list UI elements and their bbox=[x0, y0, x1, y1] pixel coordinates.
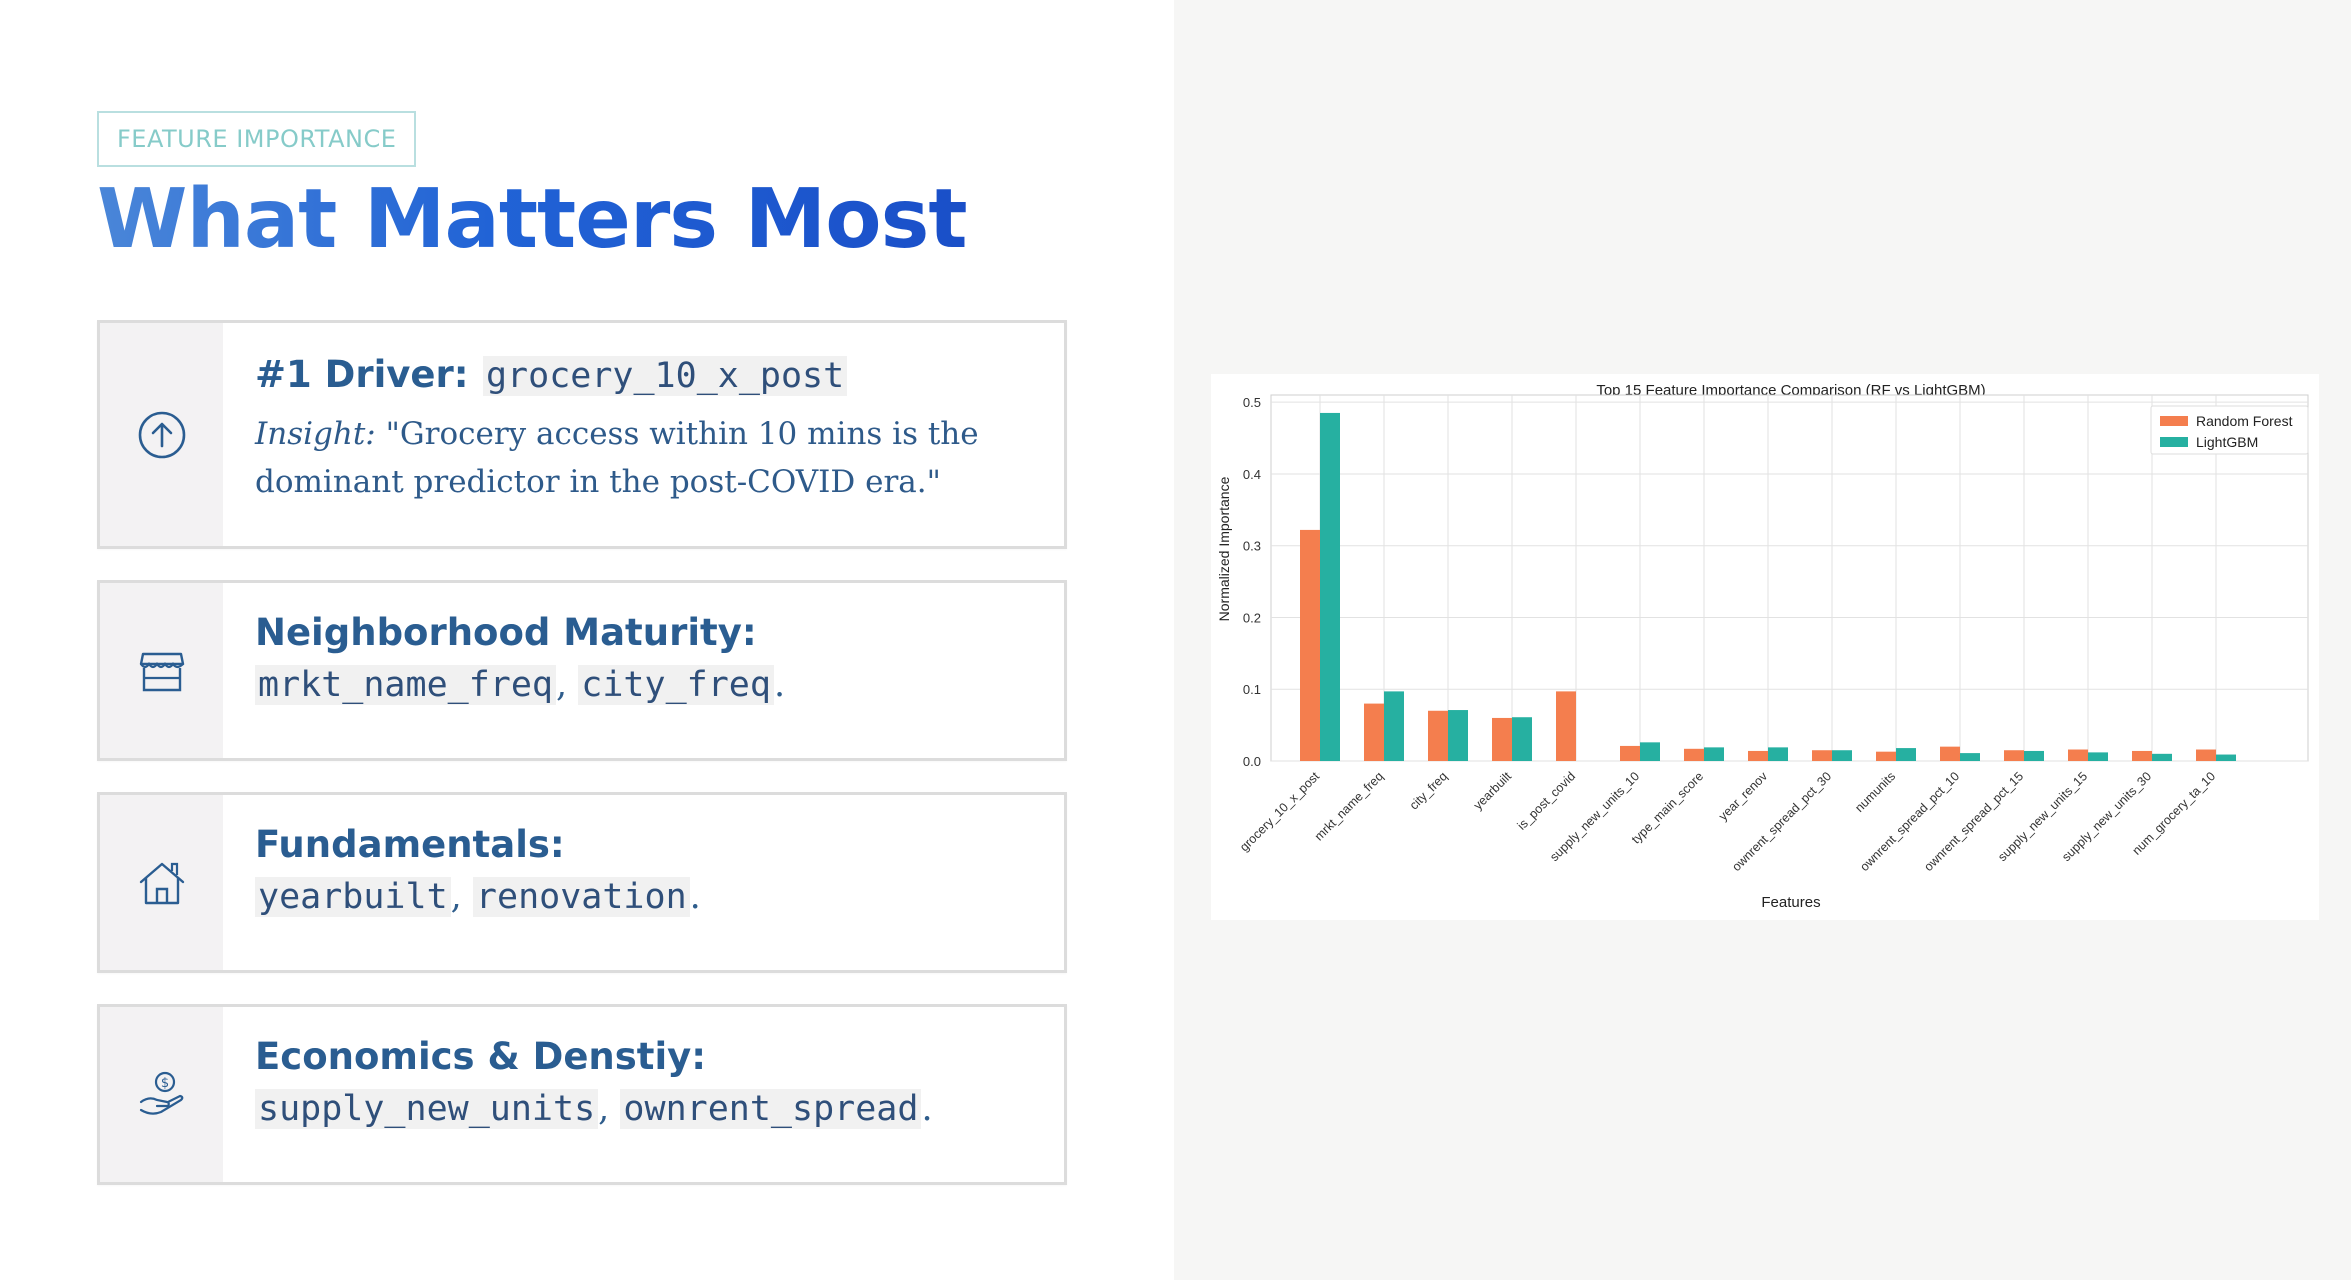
y-tick-label: 0.2 bbox=[1243, 610, 1261, 625]
y-tick-label: 0.5 bbox=[1243, 395, 1261, 410]
bar-lightgbm bbox=[2152, 753, 2172, 761]
bar-lightgbm bbox=[1640, 742, 1660, 761]
bar-lightgbm bbox=[1832, 750, 1852, 761]
bar-random-forest bbox=[2004, 750, 2024, 761]
feature-code-1: supply_new_units bbox=[255, 1089, 599, 1129]
y-tick-label: 0.0 bbox=[1243, 754, 1261, 769]
x-tick-label: numunits bbox=[1852, 769, 1898, 815]
bar-random-forest bbox=[1300, 529, 1320, 761]
hand-coin-icon: $ bbox=[139, 1071, 183, 1115]
legend-swatch-lgbm bbox=[2160, 437, 2188, 447]
x-axis-label: Features bbox=[1761, 894, 1820, 911]
feature-code-1: mrkt_name_freq bbox=[255, 665, 557, 705]
y-axis-label: Normalized Importance bbox=[1216, 476, 1232, 621]
bar-random-forest bbox=[1940, 746, 1960, 761]
x-tick-label: yearbuilt bbox=[1471, 769, 1515, 813]
x-tick-label: grocery_10_x_post bbox=[1237, 769, 1322, 854]
neighborhood-icon-column bbox=[100, 583, 223, 758]
bar-random-forest bbox=[1748, 750, 1768, 761]
bar-lightgbm bbox=[2088, 752, 2108, 761]
bars-layer bbox=[1300, 412, 2236, 761]
economics-heading: Economics & Denstiy: bbox=[255, 1035, 707, 1078]
bar-lightgbm bbox=[1768, 747, 1788, 761]
section-tag: FEATURE IMPORTANCE bbox=[97, 111, 417, 167]
driver-heading: #1 Driver: bbox=[255, 353, 469, 396]
page-title: What Matters Most bbox=[97, 172, 968, 267]
x-tick-label: year_renov bbox=[1716, 769, 1771, 824]
separator: , bbox=[556, 665, 579, 705]
driver-heading-line: #1 Driver: grocery_10_x_post bbox=[255, 353, 1044, 396]
y-tick-label: 0.4 bbox=[1243, 467, 1261, 482]
house-icon bbox=[139, 862, 184, 904]
feature-code-2: renovation bbox=[472, 877, 690, 917]
fundamentals-icon-column bbox=[100, 795, 223, 970]
neighborhood-card: Neighborhood Maturity: mrkt_name_freq, c… bbox=[97, 580, 1067, 761]
bar-random-forest bbox=[1812, 750, 1832, 761]
bar-random-forest bbox=[2068, 749, 2088, 761]
svg-text:$: $ bbox=[160, 1076, 168, 1091]
x-tick-label: mrkt_name_freq bbox=[1312, 769, 1386, 843]
x-tick-label: type_main_score bbox=[1629, 769, 1706, 846]
legend-label-rf: Random Forest bbox=[2196, 413, 2293, 429]
separator: , bbox=[598, 1089, 621, 1129]
driver-icon-column bbox=[100, 323, 223, 546]
driver-feature-code: grocery_10_x_post bbox=[482, 356, 848, 396]
bar-lightgbm bbox=[1320, 412, 1340, 761]
plot-area bbox=[1270, 394, 2309, 762]
insight-text: "Grocery access within 10 mins is the do… bbox=[255, 416, 979, 500]
feature-importance-chart: Top 15 Feature Importance Comparison (RF… bbox=[1211, 374, 2319, 920]
bar-lightgbm bbox=[2216, 754, 2236, 761]
bar-random-forest bbox=[1876, 751, 1896, 761]
driver-insight: Insight: "Grocery access within 10 mins … bbox=[255, 410, 1044, 506]
bar-lightgbm bbox=[1384, 691, 1404, 761]
period: . bbox=[689, 877, 701, 917]
fundamentals-heading: Fundamentals: bbox=[255, 823, 565, 866]
bar-random-forest bbox=[1620, 745, 1640, 761]
legend-box bbox=[2150, 405, 2309, 455]
economics-card: $ Economics & Denstiy: supply_new_units,… bbox=[97, 1004, 1067, 1185]
bar-lightgbm bbox=[1896, 748, 1916, 761]
separator: , bbox=[450, 877, 473, 917]
bar-random-forest bbox=[1684, 748, 1704, 761]
neighborhood-features: mrkt_name_freq, city_freq. bbox=[255, 662, 1044, 708]
chart-svg: Top 15 Feature Importance Comparison (RF… bbox=[1216, 382, 2309, 911]
bar-random-forest bbox=[2132, 750, 2152, 761]
period: . bbox=[773, 665, 786, 705]
economics-features: supply_new_units, ownrent_spread. bbox=[255, 1086, 1044, 1132]
period: . bbox=[921, 1089, 933, 1129]
economics-icon-column: $ bbox=[100, 1007, 223, 1182]
feature-code-2: ownrent_spread bbox=[620, 1089, 922, 1129]
storefront-icon bbox=[139, 652, 184, 691]
bar-random-forest bbox=[1364, 703, 1384, 761]
feature-code-2: city_freq bbox=[578, 665, 774, 705]
driver-card: #1 Driver: grocery_10_x_post Insight: "G… bbox=[97, 320, 1067, 549]
bar-lightgbm bbox=[1960, 753, 1980, 761]
bar-lightgbm bbox=[1512, 717, 1532, 761]
legend-swatch-rf bbox=[2160, 416, 2188, 426]
arrow-up-circle-icon bbox=[138, 411, 185, 458]
bar-lightgbm bbox=[1448, 710, 1468, 761]
insight-label: Insight: bbox=[255, 416, 376, 452]
bar-random-forest bbox=[1556, 691, 1576, 761]
grid-layer bbox=[1270, 394, 2309, 762]
neighborhood-heading: Neighborhood Maturity: bbox=[255, 611, 757, 654]
y-tick-label: 0.1 bbox=[1243, 682, 1261, 697]
chart-legend: Random Forest LightGBM bbox=[2150, 405, 2309, 455]
bar-random-forest bbox=[2196, 749, 2216, 761]
bar-lightgbm bbox=[1704, 747, 1724, 761]
bar-lightgbm bbox=[2024, 750, 2044, 761]
x-tick-label: city_freq bbox=[1407, 769, 1450, 812]
bar-random-forest bbox=[1428, 710, 1448, 761]
x-tick-label: is_post_covid bbox=[1515, 769, 1578, 832]
y-tick-label: 0.3 bbox=[1243, 539, 1261, 554]
feature-code-1: yearbuilt bbox=[255, 877, 451, 917]
fundamentals-features: yearbuilt, renovation. bbox=[255, 874, 1044, 920]
bar-random-forest bbox=[1492, 717, 1512, 761]
legend-label-lgbm: LightGBM bbox=[2196, 434, 2258, 450]
fundamentals-card: Fundamentals: yearbuilt, renovation. bbox=[97, 792, 1067, 973]
